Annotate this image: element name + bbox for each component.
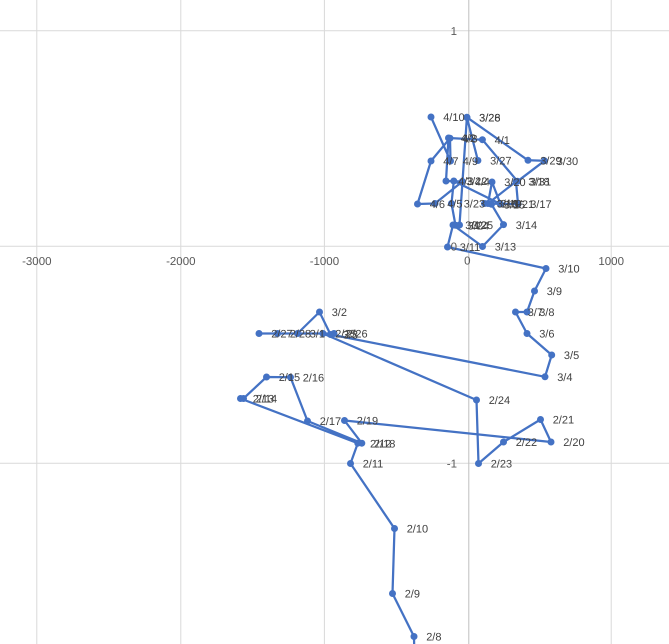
svg-text:3/27: 3/27 <box>490 156 511 168</box>
svg-text:2/14: 2/14 <box>256 394 277 406</box>
svg-text:4/10: 4/10 <box>443 112 464 124</box>
svg-text:-1000: -1000 <box>310 256 339 268</box>
svg-text:2/21: 2/21 <box>553 415 574 427</box>
svg-text:3/6: 3/6 <box>539 329 554 341</box>
svg-text:3/17: 3/17 <box>530 199 551 211</box>
svg-text:1: 1 <box>451 26 457 38</box>
svg-text:0: 0 <box>464 256 470 268</box>
svg-text:0: 0 <box>451 242 457 254</box>
svg-text:3/2: 3/2 <box>332 307 347 319</box>
svg-text:2/8: 2/8 <box>426 632 441 644</box>
svg-text:2/13: 2/13 <box>253 394 274 406</box>
svg-text:2/27: 2/27 <box>271 329 292 341</box>
svg-text:3/16: 3/16 <box>497 199 518 211</box>
svg-text:3/1: 3/1 <box>310 329 325 341</box>
svg-text:2/15: 2/15 <box>279 372 300 384</box>
svg-text:2/20: 2/20 <box>563 437 584 449</box>
svg-text:3/25: 3/25 <box>472 220 493 232</box>
svg-text:4/1: 4/1 <box>495 135 510 147</box>
svg-text:3/30: 3/30 <box>557 156 578 168</box>
svg-text:4/7: 4/7 <box>443 156 458 168</box>
svg-text:2/10: 2/10 <box>407 524 428 536</box>
svg-text:3/21: 3/21 <box>513 199 534 211</box>
svg-text:3/3: 3/3 <box>343 330 358 342</box>
svg-text:3/8: 3/8 <box>539 307 554 319</box>
svg-text:3/10: 3/10 <box>558 264 579 276</box>
svg-text:3/7: 3/7 <box>528 307 543 319</box>
svg-text:2/25: 2/25 <box>335 329 356 341</box>
svg-text:2/26: 2/26 <box>346 329 367 341</box>
svg-text:2/11: 2/11 <box>363 459 384 471</box>
svg-text:3/18: 3/18 <box>528 177 549 189</box>
svg-text:2/23: 2/23 <box>491 459 512 471</box>
svg-text:4/9: 4/9 <box>463 156 478 168</box>
svg-text:3/9: 3/9 <box>547 286 562 298</box>
svg-text:3/4: 3/4 <box>557 372 572 384</box>
svg-text:4/3: 4/3 <box>458 176 473 188</box>
svg-text:-1: -1 <box>447 459 457 471</box>
svg-text:3/29: 3/29 <box>540 156 561 168</box>
svg-text:4/2: 4/2 <box>461 133 476 145</box>
svg-text:4/6: 4/6 <box>430 199 445 211</box>
svg-text:2/17: 2/17 <box>320 416 341 428</box>
svg-text:4/4: 4/4 <box>475 177 490 189</box>
svg-text:3/31: 3/31 <box>530 177 551 189</box>
svg-text:2/9: 2/9 <box>405 589 420 601</box>
svg-text:2/16: 2/16 <box>303 373 324 385</box>
svg-text:-3000: -3000 <box>22 256 51 268</box>
svg-text:3/12: 3/12 <box>465 220 486 232</box>
svg-text:3/24: 3/24 <box>468 221 489 233</box>
svg-text:-2000: -2000 <box>166 256 195 268</box>
svg-text:2/24: 2/24 <box>489 395 510 407</box>
svg-text:2/28: 2/28 <box>290 329 311 341</box>
svg-text:3/28: 3/28 <box>479 113 500 125</box>
svg-text:3/20: 3/20 <box>504 177 525 189</box>
svg-text:3/15: 3/15 <box>504 200 525 212</box>
svg-text:3/22: 3/22 <box>466 176 487 188</box>
svg-text:2/19: 2/19 <box>357 416 378 428</box>
svg-text:2/18: 2/18 <box>374 438 395 450</box>
svg-text:3/13: 3/13 <box>495 242 516 254</box>
svg-text:3/5: 3/5 <box>564 350 579 362</box>
svg-text:4/5: 4/5 <box>447 199 462 211</box>
svg-text:1000: 1000 <box>598 256 624 268</box>
svg-text:2/12: 2/12 <box>370 438 391 450</box>
svg-text:2/22: 2/22 <box>516 437 537 449</box>
svg-text:3/19: 3/19 <box>500 199 521 211</box>
svg-text:3/14: 3/14 <box>516 220 537 232</box>
svg-text:3/11: 3/11 <box>460 242 481 254</box>
svg-text:3/26: 3/26 <box>479 113 500 125</box>
svg-text:4/8: 4/8 <box>462 133 477 145</box>
svg-text:3/23: 3/23 <box>464 199 485 211</box>
